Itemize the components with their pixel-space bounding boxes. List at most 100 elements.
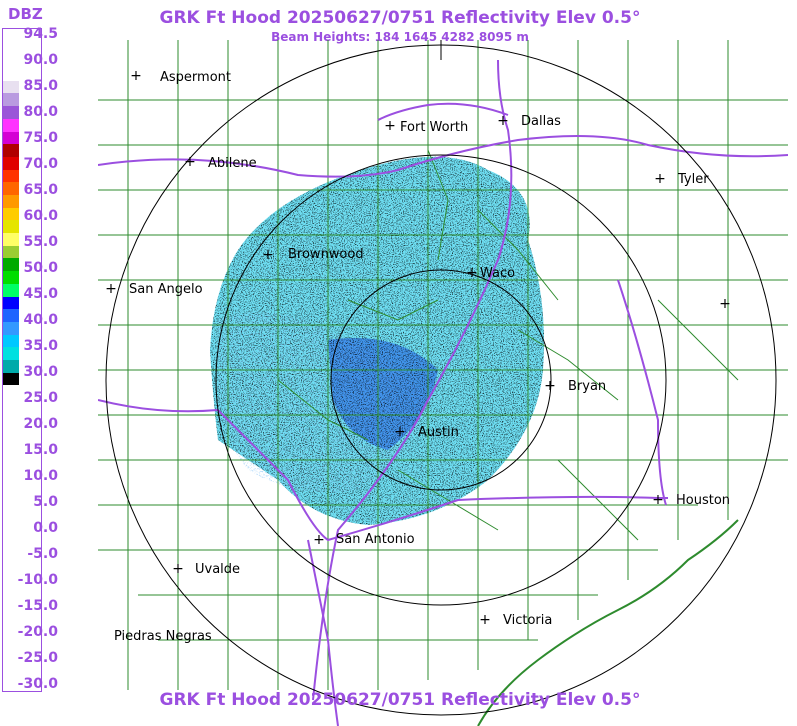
legend-swatch xyxy=(3,550,19,564)
legend-swatch xyxy=(3,271,19,285)
legend-swatch xyxy=(3,512,19,526)
legend-swatch xyxy=(3,195,19,208)
city-label: Dallas xyxy=(521,114,561,129)
legend-swatch xyxy=(3,68,19,82)
cities: + Aspermont + Abilene + Fort Worth + Dal… xyxy=(105,68,731,644)
legend-swatch xyxy=(3,55,19,69)
city-austin: + Austin xyxy=(394,424,459,440)
legend-swatch xyxy=(3,436,19,450)
legend-swatch xyxy=(3,639,19,653)
legend-swatch xyxy=(3,233,19,247)
legend-swatch xyxy=(3,93,19,107)
legend-swatch xyxy=(3,321,19,335)
legend-label: 65.0 xyxy=(23,182,58,198)
city-label: Waco xyxy=(480,266,515,281)
legend-swatch xyxy=(3,410,19,424)
legend-swatch xyxy=(3,144,19,158)
map-title: GRK Ft Hood 20250627/0751 Reflectivity E… xyxy=(159,8,641,28)
svg-text:+: + xyxy=(105,281,117,297)
legend-swatch xyxy=(3,106,19,120)
map-footer-title: GRK Ft Hood 20250627/0751 Reflectivity E… xyxy=(159,690,641,710)
svg-text:+: + xyxy=(184,154,196,170)
legend-label: 5.0 xyxy=(33,494,58,510)
legend-label: 55.0 xyxy=(23,234,58,250)
legend-label: 0.0 xyxy=(33,520,58,536)
legend-label: 50.0 xyxy=(23,260,58,276)
legend-label: 80.0 xyxy=(23,104,58,120)
legend-swatch xyxy=(3,398,19,412)
county-lines xyxy=(98,40,788,690)
legend-swatch xyxy=(3,309,19,323)
svg-text:+: + xyxy=(544,378,556,394)
legend-swatch xyxy=(3,601,19,615)
legend-swatch xyxy=(3,169,19,183)
legend-label: 35.0 xyxy=(23,338,58,354)
legend-unit-label: DBZ xyxy=(8,5,43,23)
city-label: San Antonio xyxy=(336,532,415,547)
svg-text:+: + xyxy=(479,612,491,628)
legend-swatch xyxy=(3,613,19,627)
legend-label: -10.0 xyxy=(17,572,58,588)
svg-text:+: + xyxy=(384,118,396,134)
legend-label: 10.0 xyxy=(23,468,58,484)
legend-label: 75.0 xyxy=(23,130,58,146)
legend-swatch xyxy=(3,182,19,196)
svg-text:+: + xyxy=(497,113,509,129)
city-label: Tyler xyxy=(677,172,709,187)
legend-swatch xyxy=(3,588,19,602)
legend-swatch xyxy=(3,156,19,170)
city-label: Piedras Negras xyxy=(114,629,212,644)
city-label: Uvalde xyxy=(195,562,240,577)
legend-swatch xyxy=(3,525,19,538)
svg-text:+: + xyxy=(172,561,184,577)
legend-swatch xyxy=(3,461,19,475)
legend-label: -30.0 xyxy=(17,676,58,692)
svg-text:+: + xyxy=(654,171,666,187)
legend-swatch xyxy=(3,258,19,272)
legend-label: 25.0 xyxy=(23,390,58,406)
gulf-coastline xyxy=(477,519,739,726)
legend-swatch xyxy=(3,626,19,640)
city-waco: + Waco xyxy=(466,265,515,281)
svg-text:+: + xyxy=(262,247,274,263)
legend-label: 40.0 xyxy=(23,312,58,328)
legend-swatch xyxy=(3,296,19,310)
svg-text:+: + xyxy=(719,296,731,312)
legend-swatch xyxy=(3,42,19,56)
city-label: Victoria xyxy=(503,613,552,628)
city-san-angelo: + San Angelo xyxy=(105,281,202,297)
legend-swatch xyxy=(3,474,19,488)
color-legend xyxy=(2,28,42,692)
legend-swatch xyxy=(3,499,19,513)
legend-swatch xyxy=(3,486,19,500)
city-label: Aspermont xyxy=(160,70,231,85)
legend-label: 94.5 xyxy=(23,26,58,42)
legend-swatch xyxy=(3,347,19,361)
city-victoria: + Victoria xyxy=(479,612,552,628)
city-label: San Angelo xyxy=(129,282,203,297)
legend-color-bar xyxy=(3,30,19,691)
legend-swatch xyxy=(3,283,19,297)
svg-text:+: + xyxy=(394,424,406,440)
legend-swatch xyxy=(3,537,19,551)
legend-swatch xyxy=(3,220,19,234)
city-uvalde: + Uvalde xyxy=(172,561,240,577)
city-aspermont: + Aspermont xyxy=(130,68,231,85)
legend-swatch xyxy=(3,372,19,386)
legend-swatch xyxy=(3,131,19,145)
beam-heights-subtitle: Beam Heights: 184 1645 4282 8095 m xyxy=(271,30,529,44)
city-san-antonio: + San Antonio xyxy=(313,532,414,548)
svg-text:+: + xyxy=(130,68,142,84)
legend-label: 90.0 xyxy=(23,52,58,68)
city-label: Abilene xyxy=(208,156,257,171)
city-label: Austin xyxy=(418,425,459,440)
city-label: Houston xyxy=(676,493,730,508)
legend-label: -20.0 xyxy=(17,624,58,640)
city-piedras-negras: Piedras Negras xyxy=(114,629,212,644)
city-unnamed-east: + xyxy=(719,296,731,312)
legend-label: 85.0 xyxy=(23,78,58,94)
legend-swatch xyxy=(3,334,19,348)
legend-swatch xyxy=(3,563,19,577)
city-brownwood: + Brownwood xyxy=(262,247,363,263)
legend-swatch xyxy=(3,423,19,437)
